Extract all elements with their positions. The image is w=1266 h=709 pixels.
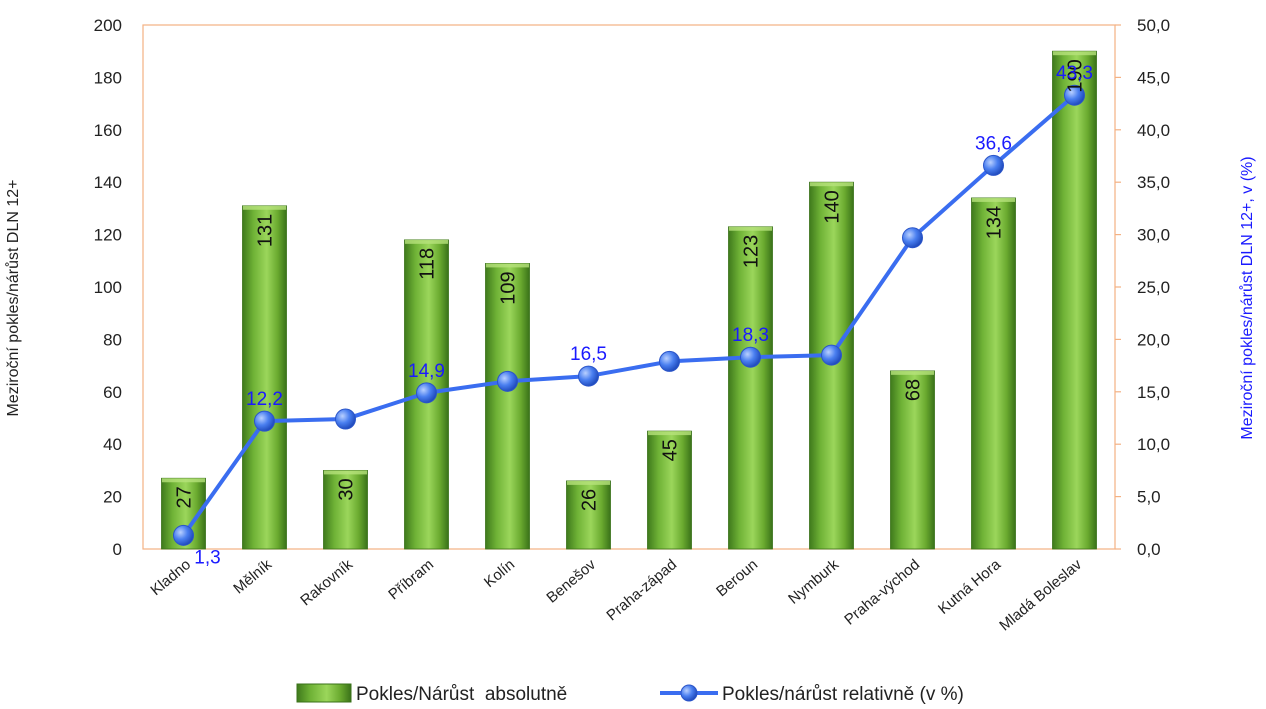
bar-top-highlight <box>324 470 367 475</box>
x-tick-label: Mladá Boleslav <box>996 556 1085 635</box>
line-marker <box>902 227 923 249</box>
bar-value-label: 131 <box>255 214 277 247</box>
y-left-tick-label: 0 <box>113 540 122 559</box>
bar-value-label: 68 <box>903 379 925 401</box>
x-tick-label: Beroun <box>713 556 761 600</box>
bar-top-highlight <box>486 263 529 268</box>
bar-value-label: 118 <box>417 248 439 280</box>
bar <box>890 370 935 550</box>
bar-top-highlight <box>243 205 286 210</box>
y-left-tick-label: 120 <box>94 226 122 245</box>
bar-top-highlight <box>972 197 1015 202</box>
y-left-tick-label: 100 <box>94 278 122 297</box>
x-tick-label: Kladno <box>147 556 194 599</box>
bar-value-label: 190 <box>1065 59 1087 92</box>
line-marker <box>821 344 842 366</box>
line-marker <box>416 382 437 404</box>
y-left-axis-label: Meziroční pokles/nárůst DLN 12+ <box>4 180 22 417</box>
y-right-tick-label: 35,0 <box>1137 173 1170 192</box>
x-tick-label: Nymburk <box>785 556 842 608</box>
x-tick-label: Praha-západ <box>603 556 680 624</box>
x-tick-label: Benešov <box>543 556 599 607</box>
legend-line-marker <box>680 684 698 702</box>
line-marker <box>740 346 761 368</box>
plot-area-frame <box>142 24 1116 550</box>
bar-value-label: 45 <box>660 439 682 461</box>
x-tick-label: Kutná Hora <box>935 556 1005 618</box>
line-value-label: 1,3 <box>194 547 220 568</box>
x-tick-label: Kolín <box>481 556 518 591</box>
line-marker <box>173 524 194 546</box>
line-marker <box>983 154 1004 176</box>
y-left-tick-label: 80 <box>103 330 122 349</box>
bar-top-highlight <box>567 480 610 485</box>
line-value-label: 16,5 <box>570 344 607 365</box>
y-left-tick-label: 180 <box>94 68 122 87</box>
bar-value-label: 27 <box>174 486 196 508</box>
legend-bar-label: Pokles/Nárůst absolutně <box>356 684 567 705</box>
y-right-tick-label: 45,0 <box>1137 68 1170 87</box>
data-labels: 27 131 30 118 109 26 45 123 140 68 134 190 1,3 12,2 14… <box>174 59 1093 568</box>
line-marker <box>578 365 599 387</box>
y-right-tick-label: 20,0 <box>1137 330 1170 349</box>
legend-line-label: Pokles/nárůst relativně (v %) <box>722 684 964 705</box>
line-marker <box>335 408 356 430</box>
bar-top-highlight <box>405 239 448 244</box>
y-left-tick-label: 160 <box>94 121 122 140</box>
y-left-tick-label: 40 <box>103 435 122 454</box>
bar <box>971 197 1016 550</box>
bar-top-highlight <box>1053 51 1096 56</box>
bar-value-label: 109 <box>498 271 520 304</box>
bar-top-highlight <box>162 478 205 483</box>
bar-value-label: 140 <box>822 190 844 223</box>
bar-series <box>161 50 1097 550</box>
line-value-label: 18,3 <box>732 325 769 346</box>
line-marker <box>1064 84 1085 106</box>
bar-value-label: 26 <box>579 489 601 511</box>
bar <box>242 205 287 550</box>
y-right-tick-label: 5,0 <box>1137 488 1161 507</box>
y-right-axis-label: Meziroční pokles/nárůst DLN 12+, v (%) <box>1238 156 1256 439</box>
line-marker <box>497 370 518 392</box>
line-value-label: 12,2 <box>246 389 283 410</box>
y-left-tick-label: 140 <box>94 173 122 192</box>
bar <box>647 430 692 550</box>
legend-bar-swatch <box>296 683 352 703</box>
bar-value-label: 123 <box>741 235 763 268</box>
y-right-tick-label: 50,0 <box>1137 16 1170 35</box>
y-left-tick-label: 60 <box>103 383 122 402</box>
y-left-tick-label: 20 <box>103 488 122 507</box>
bar <box>1052 50 1097 550</box>
x-tick-label: Mělník <box>230 556 275 598</box>
bar-top-highlight <box>648 431 691 436</box>
y-right-tick-label: 10,0 <box>1137 435 1170 454</box>
y-right-tick-label: 30,0 <box>1137 226 1170 245</box>
line-marker <box>254 410 275 432</box>
line-value-label: 36,6 <box>975 133 1012 154</box>
bar-value-label: 30 <box>336 478 358 500</box>
x-tick-label: Rakovník <box>297 556 356 610</box>
bar-top-highlight <box>891 370 934 375</box>
bar-top-highlight <box>810 182 853 187</box>
y-right-tick-label: 25,0 <box>1137 278 1170 297</box>
line-marker <box>659 350 680 372</box>
line-value-label: 14,9 <box>408 361 445 382</box>
y-right-tick-label: 0,0 <box>1137 540 1161 559</box>
y-right-tick-label: 40,0 <box>1137 121 1170 140</box>
legend: Pokles/Nárůst absolutně Pokles/nárůst re… <box>296 683 964 705</box>
y-right-tick-label: 15,0 <box>1137 383 1170 402</box>
bar-top-highlight <box>729 226 772 231</box>
line-value-label: 43,3 <box>1056 63 1093 84</box>
x-tick-label: Příbram <box>385 556 437 603</box>
x-tick-label: Praha-východ <box>841 556 923 629</box>
y-left-tick-label: 200 <box>94 16 122 35</box>
line-path <box>181 93 1076 537</box>
bar <box>485 263 530 550</box>
bar-value-label: 134 <box>984 206 1006 239</box>
line-series <box>173 84 1085 546</box>
bar <box>728 226 773 550</box>
